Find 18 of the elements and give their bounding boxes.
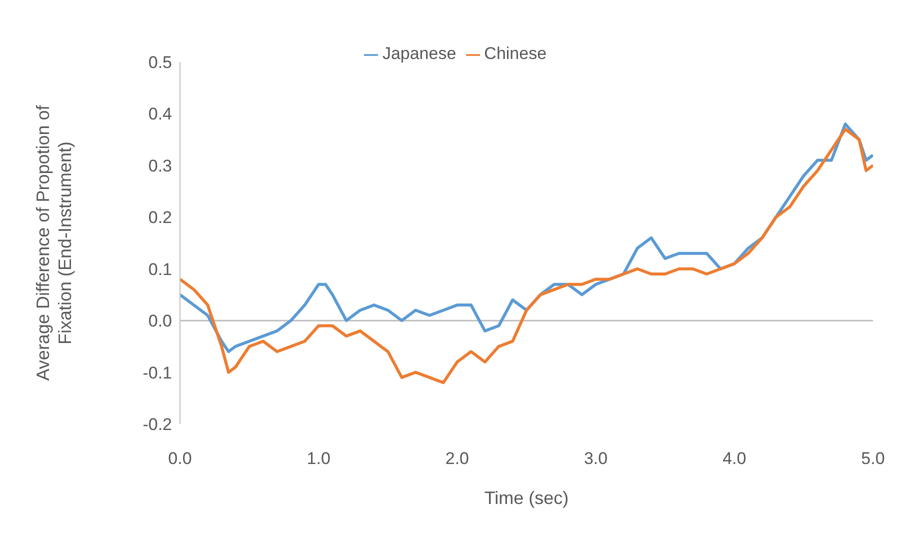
y-tick-label: 0.3 xyxy=(148,156,172,176)
y-tick-label: 0.2 xyxy=(148,208,172,228)
y-tick-label: -0.2 xyxy=(142,415,172,434)
legend-label: Chinese xyxy=(484,44,547,63)
x-tick-label: 1.0 xyxy=(306,449,330,468)
legend-label: Japanese xyxy=(382,44,456,63)
x-tick-label: 3.0 xyxy=(584,449,608,468)
y-tick-label: -0.1 xyxy=(142,363,172,382)
x-tick-label: 5.0 xyxy=(861,449,885,468)
y-tick-label: 0.1 xyxy=(148,260,172,279)
x-tick-label: 2.0 xyxy=(445,449,470,468)
x-axis-title: Time (sec) xyxy=(484,488,569,508)
x-tick-label: 0.0 xyxy=(168,449,192,468)
y-tick-label: 0.0 xyxy=(148,312,172,331)
y-tick-label: 0.4 xyxy=(148,104,172,124)
y-tick-label: 0.5 xyxy=(148,53,172,72)
y-axis-title: Average Difference of Propotion of Fixation (End-Instrument) xyxy=(33,104,75,381)
x-tick-label: 4.0 xyxy=(722,449,746,468)
